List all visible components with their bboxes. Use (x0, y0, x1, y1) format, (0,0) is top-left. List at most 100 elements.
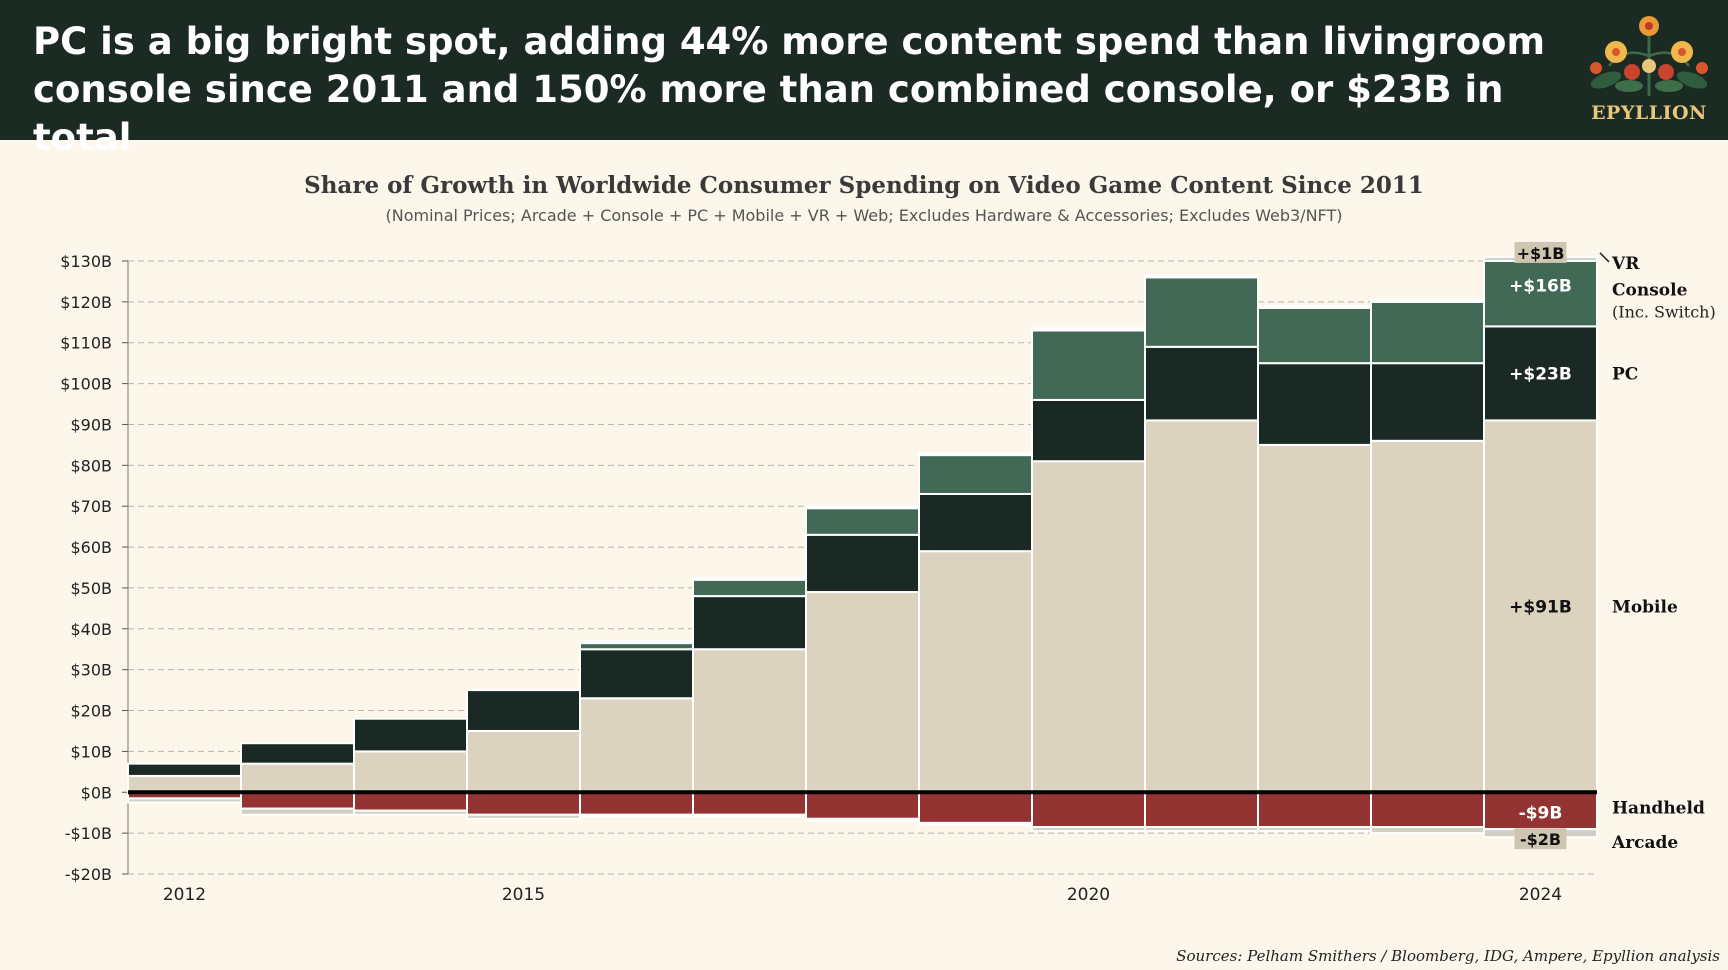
bar-pc (353, 717, 468, 753)
bar-mobile (1144, 419, 1259, 794)
y-tick-label: $10B (70, 742, 112, 761)
bar-pc (1144, 345, 1259, 422)
x-tick-label: 2024 (1519, 885, 1562, 900)
bar-handheld (1370, 791, 1485, 829)
bar-handheld (1144, 791, 1259, 829)
y-tick-label: $50B (70, 579, 112, 598)
bar-vr (1144, 274, 1259, 279)
legend-pc: PC (1612, 364, 1638, 384)
bar-mobile (805, 591, 920, 794)
bar-pc (127, 762, 242, 777)
stacked-bar-chart: -$20B -$10B $0B $10B $20B $30B $40B $50B $60B $70… (60, 241, 1716, 900)
bar-mobile (918, 550, 1033, 794)
bar-vr (579, 640, 694, 645)
bar-pc (918, 492, 1033, 553)
chart-title: Share of Growth in Worldwide Consumer Sp… (304, 172, 1424, 199)
bar-mobile (127, 774, 242, 794)
bar-handheld (353, 791, 468, 812)
bar-console (918, 454, 1033, 495)
x-tick-label: 2020 (1067, 885, 1110, 900)
data-label-vr-bg (1514, 241, 1567, 263)
bar-mobile (1257, 443, 1372, 794)
bar-handheld (1483, 791, 1598, 831)
x-tick-label: 2012 (163, 885, 206, 900)
y-tick-label: $90B (70, 415, 112, 434)
bar-console (1144, 276, 1259, 348)
legend-mobile: Mobile (1612, 597, 1678, 617)
y-tick-label: $120B (60, 293, 112, 312)
bar-pc (1370, 362, 1485, 442)
y-tick-label: $30B (70, 661, 112, 680)
floral-emblem-icon (1590, 16, 1708, 96)
data-label-console: +$16B (1509, 277, 1572, 297)
bar-handheld (1031, 791, 1146, 829)
bar-arcade (579, 813, 694, 818)
legend-console-sublabel: (Inc. Switch) (1612, 303, 1716, 322)
data-label-arcade-bg (1514, 828, 1567, 850)
bar-pc (240, 742, 355, 765)
legend-vr: VR (1611, 254, 1640, 274)
bar-console (805, 507, 920, 536)
bar-mobile (579, 697, 694, 794)
bar-mobile (692, 648, 807, 794)
bar-handheld (466, 791, 581, 816)
bar-handheld (1257, 791, 1372, 829)
bar-pc (579, 648, 694, 700)
bar-vr (1257, 304, 1372, 309)
data-label-mobile: +$91B (1509, 597, 1572, 617)
bar-vr (1370, 298, 1485, 303)
legend-arcade: Arcade (1611, 833, 1678, 853)
bar-pc (1257, 362, 1372, 446)
chart-subtitle: (Nominal Prices; Arcade + Console + PC +… (385, 206, 1343, 225)
data-label-arcade: -$2B (1520, 830, 1561, 849)
bar-mobile (466, 729, 581, 794)
bar-arcade (1370, 826, 1485, 835)
brand-logo: EPYLLION (1574, 6, 1724, 134)
data-label-vr: +$1B (1517, 244, 1565, 263)
y-tick-label: $100B (60, 375, 112, 394)
y-tick-label: -$20B (65, 865, 112, 884)
legend-handheld: Handheld (1612, 799, 1705, 819)
bar-arcade (127, 797, 242, 804)
bar-mobile (1483, 419, 1598, 794)
bar-console (692, 578, 807, 598)
bar-arcade (353, 809, 468, 816)
bar-vr (692, 576, 807, 581)
bar-arcade (466, 813, 581, 820)
vr-leader-line (1599, 252, 1610, 263)
y-tick-label: $110B (60, 334, 112, 353)
bar-arcade (1144, 826, 1259, 833)
y-tick-label: $60B (70, 538, 112, 557)
bar-mobile (1031, 460, 1146, 794)
y-tick-label: $70B (70, 497, 112, 516)
bar-mobile (1370, 439, 1485, 794)
header-banner: PC is a big bright spot, adding 44% more… (0, 0, 1728, 159)
bar-arcade (692, 813, 807, 818)
bar-mobile (240, 762, 355, 794)
bar-console (1257, 306, 1372, 365)
bar-arcade (805, 817, 920, 822)
bar-pc (1031, 398, 1146, 463)
y-tick-label: $20B (70, 702, 112, 721)
source-note: Sources: Pelham Smithers / Bloomberg, ID… (1176, 947, 1720, 965)
y-tick-label: -$10B (65, 824, 112, 843)
bar-pc (692, 595, 807, 651)
bar-vr (805, 505, 920, 510)
page-title: PC is a big bright spot, adding 44% more… (33, 20, 1545, 159)
data-label-handheld: -$9B (1519, 804, 1563, 824)
bar-pc (1483, 325, 1598, 422)
bar-handheld (579, 791, 694, 816)
bar-console (1483, 260, 1598, 328)
bar-console (1370, 300, 1485, 365)
bar-arcade (1257, 826, 1372, 833)
bar-vr (1031, 327, 1146, 332)
data-label-pc: +$23B (1509, 364, 1572, 384)
bar-handheld (805, 791, 920, 820)
legend-console: Console (1612, 281, 1688, 301)
y-tick-label: $130B (60, 252, 112, 271)
bar-handheld (918, 791, 1033, 824)
y-tick-label: $0B (81, 783, 112, 802)
bar-vr (918, 452, 1033, 457)
bar-pc (466, 689, 581, 732)
y-tick-label: $80B (70, 456, 112, 475)
